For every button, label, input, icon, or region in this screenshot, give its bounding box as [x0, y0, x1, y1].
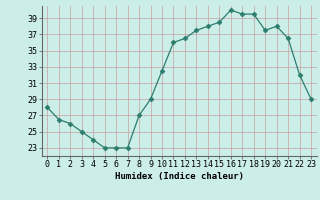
- X-axis label: Humidex (Indice chaleur): Humidex (Indice chaleur): [115, 172, 244, 181]
